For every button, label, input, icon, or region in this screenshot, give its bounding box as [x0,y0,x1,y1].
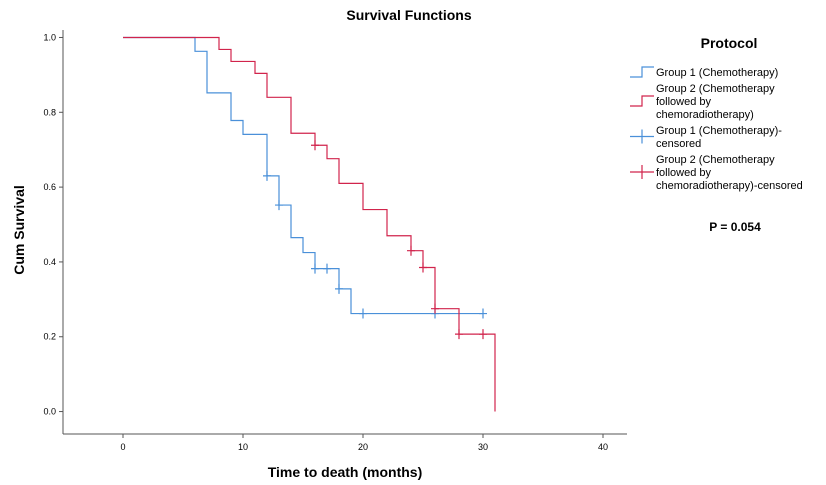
censor-mark-group-1 [263,170,271,181]
censor-mark-group-2 [419,262,427,273]
legend-symbol-censored [630,165,654,179]
x-tick-label: 20 [358,442,368,452]
axes [62,30,627,435]
legend-entry-text: chemoradiotherapy) [656,109,754,121]
censor-mark-group-2 [311,140,319,151]
y-tick-label: 0.8 [43,107,56,117]
censor-mark-group-1 [311,263,319,274]
censor-mark-group-2 [431,303,439,314]
p-value-annotation: P = 0.054 [709,220,761,234]
x-tick-label: 40 [598,442,608,452]
y-tick-label: 0.2 [43,332,56,342]
legend-entry-text: chemoradiotherapy)-censored [656,180,803,192]
censor-mark-group-1 [479,308,487,319]
tick-group: 0 10 20 30 40 0.0 0.2 0.4 0.6 0.8 1.0 [43,32,608,452]
censor-mark-group-1 [359,308,367,319]
censor-mark-group-1 [275,200,283,211]
survival-curve-group-1 [123,36,483,315]
legend-entry-text: Group 2 (Chemotherapy [656,154,775,166]
y-tick-label: 0.4 [43,257,56,267]
legend-entry-text: followed by [656,167,712,179]
censor-mark-group-1 [323,263,331,274]
y-tick-label: 0.6 [43,182,56,192]
censor-mark-group-2 [407,245,415,256]
censor-mark-group-2 [455,329,463,340]
legend-entry-text: Group 2 (Chemotherapy [656,83,775,95]
censor-mark-group-1 [335,283,343,294]
survival-curve-group-2 [123,36,496,412]
legend-symbol-censored [630,129,654,144]
plot-area [123,36,496,412]
legend-entry-text: followed by [656,96,712,108]
x-tick-label: 10 [238,442,248,452]
legend-entry-text: censored [656,138,701,150]
chart-title: Survival Functions [346,7,471,23]
legend-entry-text: Group 1 (Chemotherapy) [656,67,778,79]
y-axis-label: Cum Survival [11,185,27,274]
legend-symbol-step [630,95,654,107]
y-tick-label: 1.0 [43,32,56,42]
legend: Group 1 (Chemotherapy) Group 2 (Chemother… [630,66,803,192]
censor-mark-group-2 [479,329,487,340]
y-tick-label: 0.0 [43,407,56,417]
x-tick-label: 0 [120,442,125,452]
x-tick-label: 30 [478,442,488,452]
legend-symbol-step [630,66,654,78]
legend-entry-text: Group 1 (Chemotherapy)- [656,125,782,137]
x-axis-label: Time to death (months) [268,464,423,480]
legend-title: Protocol [701,35,758,51]
